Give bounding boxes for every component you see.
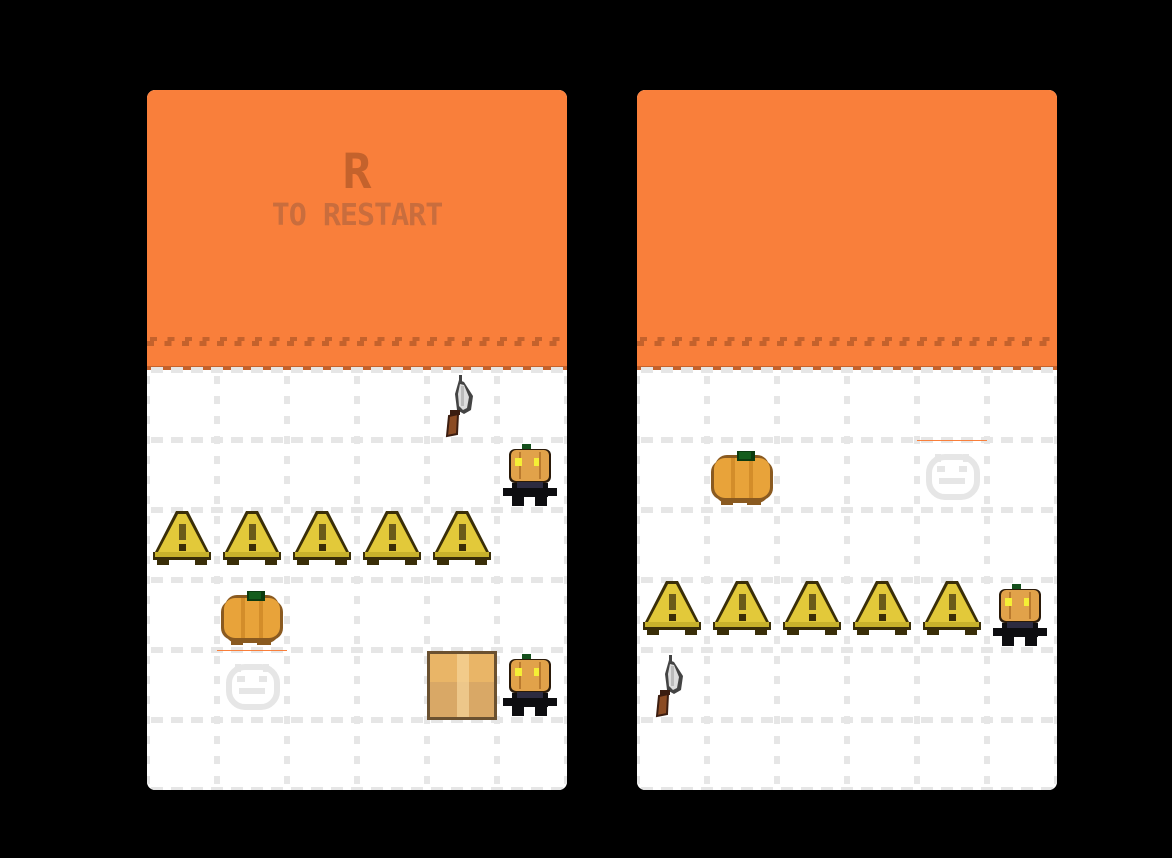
hatched-border	[147, 335, 567, 348]
game-board-left: R TO RESTART	[147, 90, 567, 790]
pumpkin-man-sprite	[503, 444, 557, 506]
cone-sprite	[293, 511, 351, 565]
knife-sprite	[656, 654, 684, 717]
cone-sprite	[433, 511, 491, 565]
header-area	[147, 90, 567, 370]
pumpkin-sprite	[221, 591, 283, 645]
cone-sprite	[783, 581, 841, 635]
ghost-sprite	[917, 440, 987, 497]
knife-sprite	[446, 374, 474, 437]
box-sprite	[427, 651, 497, 720]
board-canvas	[147, 90, 567, 790]
board-canvas	[637, 90, 1057, 790]
cone-sprite	[853, 581, 911, 635]
grid-lines	[147, 367, 567, 790]
cone-sprite	[713, 581, 771, 635]
pumpkin-man-sprite	[503, 654, 557, 716]
header-area	[637, 90, 1057, 370]
game-board-right	[637, 90, 1057, 790]
pumpkin-man-sprite	[993, 584, 1047, 646]
hatched-border	[637, 335, 1057, 348]
cone-sprite	[643, 581, 701, 635]
grid-lines	[637, 367, 1057, 790]
ghost-sprite	[217, 650, 287, 707]
restart-instruction: TO RESTART	[271, 198, 444, 233]
restart-key-label: R	[342, 144, 372, 200]
pumpkin-sprite	[711, 451, 773, 505]
cone-sprite	[223, 511, 281, 565]
cone-sprite	[923, 581, 981, 635]
cone-sprite	[363, 511, 421, 565]
cone-sprite	[153, 511, 211, 565]
